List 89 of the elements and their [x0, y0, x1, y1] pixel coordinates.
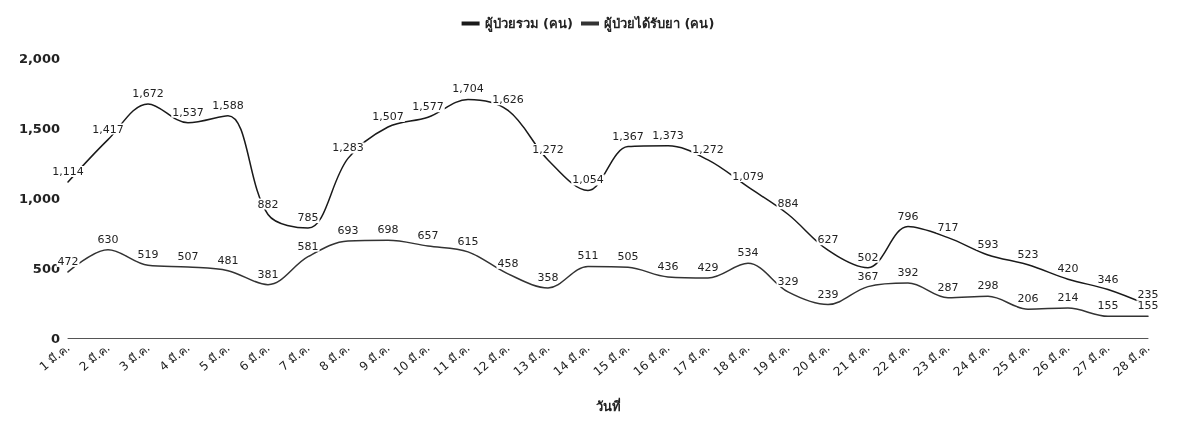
- data-label: 481: [217, 253, 239, 267]
- x-tick-label: 5 มี.ค.: [196, 340, 233, 374]
- data-label: 235: [1137, 288, 1159, 302]
- data-label: 1,114: [52, 165, 84, 179]
- data-label: 1,704: [452, 82, 484, 96]
- y-tick-label: 2,000: [18, 50, 60, 66]
- x-tick-label: 18 มี.ค.: [710, 340, 753, 379]
- data-label: 1,507: [372, 110, 404, 124]
- data-label: 420: [1057, 262, 1079, 276]
- data-label: 206: [1017, 292, 1039, 306]
- data-label: 1,537: [172, 105, 204, 119]
- x-tick-label: 24 มี.ค.: [950, 340, 993, 379]
- data-label: 693: [337, 223, 359, 237]
- data-label: 507: [177, 250, 199, 264]
- x-tick-label: 15 มี.ค.: [590, 340, 633, 379]
- x-tick-label: 6 มี.ค.: [236, 340, 273, 374]
- data-label: 358: [537, 270, 559, 284]
- x-tick-label: 11 มี.ค.: [430, 340, 473, 379]
- data-label: 1,079: [732, 169, 764, 183]
- x-tick-label: 12 มี.ค.: [470, 340, 513, 379]
- data-label: 1,577: [412, 100, 444, 114]
- y-tick-label: 0: [50, 330, 60, 346]
- data-label: 1,367: [612, 129, 644, 143]
- data-label: 519: [137, 248, 159, 262]
- x-tick-label: 25 มี.ค.: [990, 340, 1033, 379]
- data-label: 346: [1097, 272, 1119, 286]
- x-tick-label: 21 มี.ค.: [830, 340, 873, 379]
- data-label: 214: [1057, 291, 1079, 305]
- data-label: 505: [617, 250, 639, 264]
- x-tick-label: 7 มี.ค.: [276, 340, 313, 374]
- data-label: 796: [897, 209, 919, 223]
- data-label: 239: [817, 287, 839, 301]
- data-label: 593: [977, 237, 999, 251]
- x-tick-label: 19 มี.ค.: [750, 340, 793, 379]
- data-label: 458: [497, 256, 519, 270]
- data-label: 392: [897, 266, 919, 280]
- data-label: 1,272: [692, 142, 724, 156]
- x-tick-label: 17 มี.ค.: [670, 340, 713, 379]
- x-axis-title: วันที่: [595, 397, 621, 414]
- legend-label: ผู้ป่วยรวม (คน): [484, 16, 574, 32]
- data-label: 1,672: [132, 86, 164, 100]
- data-label: 627: [817, 233, 839, 247]
- data-label: 298: [977, 279, 999, 293]
- data-label: 657: [417, 229, 439, 243]
- x-tick-label: 2 มี.ค.: [76, 340, 113, 374]
- data-label: 1,283: [332, 141, 364, 155]
- data-label: 534: [737, 246, 759, 260]
- data-label: 502: [857, 250, 879, 264]
- y-tick-label: 1,000: [18, 190, 60, 206]
- x-tick-label: 4 มี.ค.: [156, 340, 193, 374]
- data-label: 429: [697, 260, 719, 274]
- data-label: 785: [297, 211, 319, 225]
- data-label: 884: [777, 197, 799, 211]
- x-tick-label: 20 มี.ค.: [790, 340, 833, 379]
- data-label: 1,417: [92, 122, 124, 136]
- data-label: 717: [937, 220, 959, 234]
- data-label: 523: [1017, 247, 1039, 261]
- x-tick-label: 26 มี.ค.: [1030, 340, 1073, 379]
- data-label: 329: [777, 274, 799, 288]
- data-label: 155: [1097, 299, 1119, 313]
- data-label: 581: [297, 239, 319, 253]
- x-tick-label: 10 มี.ค.: [390, 340, 433, 379]
- x-tick-label: 22 มี.ค.: [870, 340, 913, 379]
- data-label: 1,272: [532, 142, 564, 156]
- data-label: 1,626: [492, 93, 524, 107]
- data-label: 436: [657, 259, 679, 273]
- x-tick-label: 14 มี.ค.: [550, 340, 593, 379]
- data-label: 287: [937, 280, 959, 294]
- legend-label: ผู้ป่วยได้รับยา (คน): [604, 15, 715, 32]
- data-label: 381: [257, 267, 279, 281]
- data-label: 1,588: [212, 98, 244, 112]
- x-tick-label: 27 มี.ค.: [1070, 340, 1113, 379]
- x-tick-label: 8 มี.ค.: [316, 340, 353, 374]
- x-tick-label: 13 มี.ค.: [510, 340, 553, 379]
- data-label: 630: [97, 232, 119, 246]
- x-tick-label: 3 มี.ค.: [116, 340, 153, 374]
- data-label: 511: [577, 249, 599, 263]
- y-tick-label: 1,500: [18, 120, 60, 136]
- x-tick-label: 16 มี.ค.: [630, 340, 673, 379]
- data-label: 1,054: [572, 173, 604, 187]
- x-tick-label: 28 มี.ค.: [1110, 340, 1153, 379]
- data-label: 472: [57, 254, 79, 268]
- data-label: 367: [857, 269, 879, 283]
- data-label: 698: [377, 223, 399, 237]
- data-label: 1,373: [652, 128, 684, 142]
- data-label: 615: [457, 234, 479, 248]
- x-tick-label: 9 มี.ค.: [356, 340, 393, 374]
- data-label: 882: [257, 197, 279, 211]
- x-tick-label: 23 มี.ค.: [910, 340, 953, 379]
